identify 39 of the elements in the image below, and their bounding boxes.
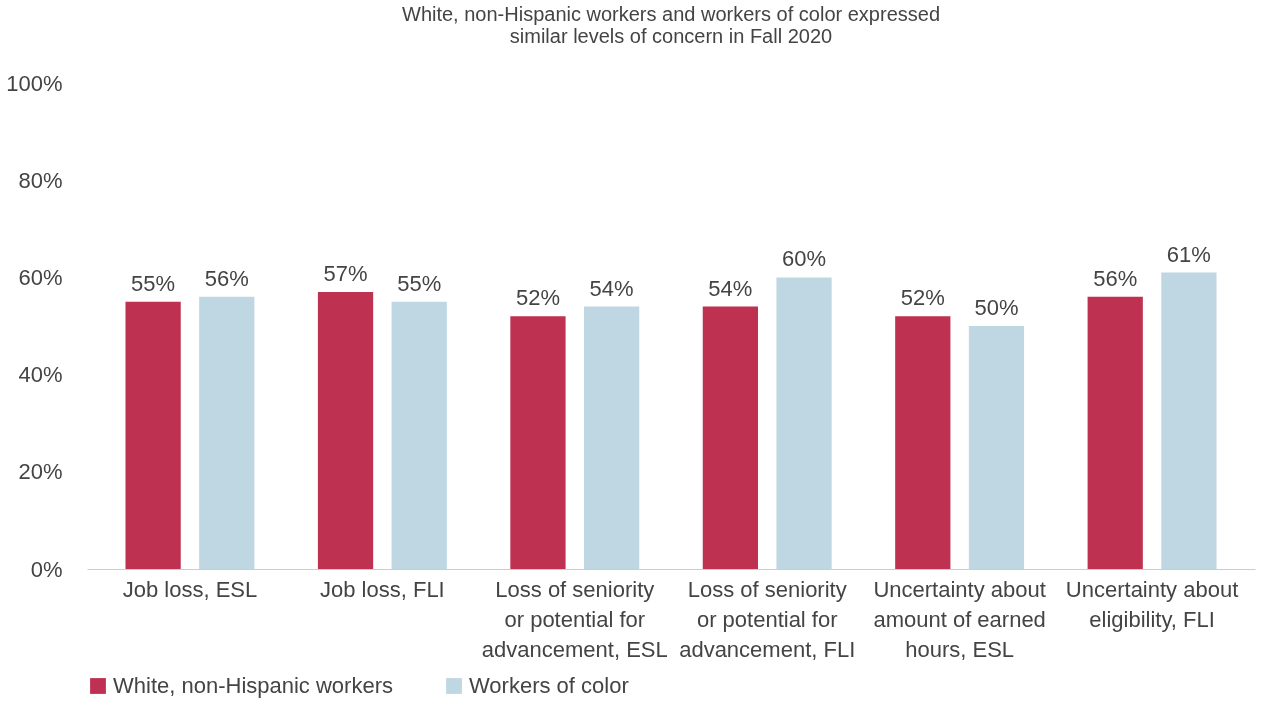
data-label: 56%: [1093, 265, 1138, 291]
data-label: 54%: [589, 275, 634, 301]
y-tick-label: 60%: [18, 264, 63, 290]
bar: [895, 316, 951, 569]
bar: [125, 301, 181, 569]
y-tick-label: 80%: [18, 167, 63, 193]
data-label: 52%: [515, 285, 560, 311]
bar: [391, 301, 447, 569]
bar: [1087, 296, 1143, 569]
data-label: 50%: [974, 295, 1019, 320]
x-tick-label: Job loss, ESL: [122, 576, 258, 602]
bar: [776, 277, 832, 569]
data-label: 54%: [708, 275, 753, 301]
x-tick-label: Job loss, FLI: [320, 576, 445, 602]
bar: [199, 296, 255, 569]
bar: [702, 306, 758, 569]
data-label: 55%: [397, 270, 442, 296]
data-label: 57%: [323, 260, 368, 286]
data-label: 61%: [1166, 241, 1211, 267]
y-tick-label: 100%: [6, 70, 63, 96]
data-label: 56%: [204, 265, 249, 291]
bar: [317, 291, 374, 569]
y-tick-label: 40%: [18, 362, 63, 388]
x-tick-label: Uncertainty about eligibility, FLI: [1065, 576, 1239, 632]
data-label: 52%: [900, 285, 945, 311]
y-tick-label: 0%: [30, 556, 63, 582]
x-tick-label: Loss of seniority or potential for advancement, ESL: [481, 576, 668, 662]
legend-label: White, non-Hispanic workers: [113, 673, 393, 698]
chart-title: White, non-Hispanic workers and workers of color expressed similar levels of concern in Fall 2020: [402, 3, 940, 47]
x-tick-label: Uncertainty about amount of earned hours, ESL: [873, 576, 1046, 662]
bar: [584, 306, 640, 569]
x-tick-label: Loss of seniority or potential for advancement, FLI: [679, 576, 856, 662]
bar: [1161, 272, 1217, 569]
y-tick-label: 20%: [18, 459, 63, 485]
data-label: 60%: [782, 246, 827, 272]
data-label: 55%: [131, 270, 176, 296]
legend-label: Workers of color: [469, 673, 629, 698]
bar: [968, 326, 1025, 569]
bar: [510, 316, 566, 569]
